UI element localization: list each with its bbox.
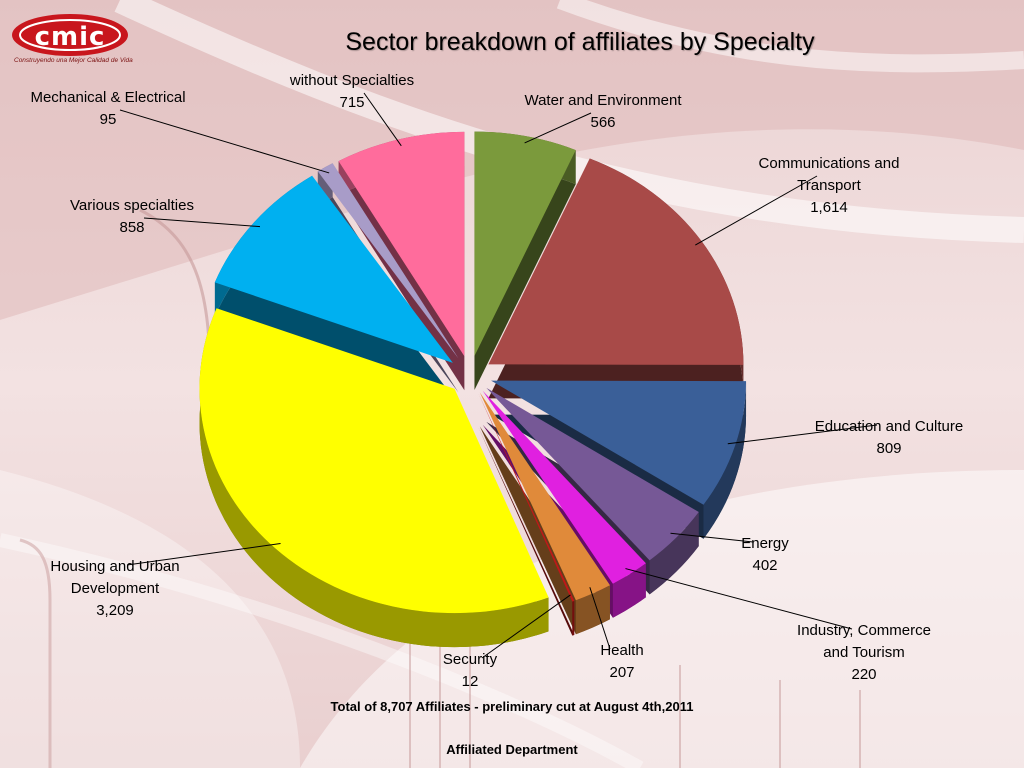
- leader-lines: [119, 92, 878, 659]
- slice-9: [317, 163, 459, 359]
- slice-label-9: Mechanical & Electrical: [30, 89, 185, 106]
- cmic-logo: cmic Construyendo una Mejor Calidad de V…: [10, 10, 133, 66]
- slice-label-4: and Tourism: [823, 644, 904, 661]
- slice-rim-6: [572, 600, 575, 636]
- leader-line-10: [363, 92, 402, 147]
- leader-line-9: [119, 109, 330, 174]
- slice-rim-4: [612, 563, 646, 618]
- slice-label-7: Housing and Urban: [50, 558, 179, 575]
- slice-rim-7: [199, 308, 549, 648]
- slice-label-4: Industry, Commerce: [797, 622, 931, 639]
- slice-labels: Water and Environment 566 Communications a…: [30, 72, 963, 690]
- leader-line-4: [625, 568, 853, 630]
- slice-0: [474, 131, 576, 357]
- slice-3: [486, 387, 699, 561]
- leader-line-1: [695, 175, 818, 246]
- slice-value-6: 12: [462, 673, 479, 690]
- leader-line-6: [481, 594, 571, 659]
- slice-value-9: 95: [100, 111, 117, 128]
- slice-label-1: Communications and: [759, 155, 900, 172]
- slice-label-7: Development: [71, 580, 160, 597]
- leader-line-0: [524, 112, 592, 144]
- slice-value-0: 566: [590, 114, 615, 131]
- slice-label-2: Education and Culture: [815, 418, 963, 435]
- slice-value-8: 858: [119, 219, 144, 236]
- leader-line-3: [670, 532, 754, 543]
- slice-value-3: 402: [752, 557, 777, 574]
- slice-label-5: Health: [600, 642, 643, 659]
- slice-label-6: Security: [443, 651, 498, 668]
- slice-label-3: Energy: [741, 535, 789, 552]
- slice-value-5: 207: [609, 664, 634, 681]
- slice-label-0: Water and Environment: [524, 92, 682, 109]
- leader-line-7: [126, 542, 281, 566]
- slice-4: [482, 390, 646, 584]
- slice-value-4: 220: [851, 666, 876, 683]
- slice-6: [478, 392, 575, 602]
- slice-7: [199, 308, 549, 614]
- slice-label-10: without Specialties: [289, 72, 414, 89]
- slice-value-2: 809: [876, 440, 901, 457]
- leader-line-2: [727, 424, 878, 445]
- slice-rim-3: [649, 512, 699, 595]
- slice-label-1: Transport: [797, 177, 861, 194]
- chart-title: Sector breakdown of affiliates by Specia…: [345, 28, 815, 56]
- total-note: Total of 8,707 Affiliates - preliminary …: [330, 699, 694, 714]
- leader-line-5: [589, 587, 611, 650]
- slice-label-8: Various specialties: [70, 197, 194, 214]
- slice-value-10: 715: [339, 94, 364, 111]
- slice-5: [479, 392, 610, 601]
- slice-rim-2: [703, 381, 747, 539]
- leader-line-8: [143, 217, 261, 228]
- slice-2: [491, 380, 747, 505]
- logo-tagline: Construyendo una Mejor Calidad de Vida: [14, 57, 133, 64]
- slice-side-6: [478, 426, 575, 636]
- slice-value-7: 3,209: [96, 602, 134, 619]
- logo-text: cmic: [34, 22, 106, 52]
- slice-10: [338, 131, 465, 357]
- slice-value-1: 1,614: [810, 199, 848, 216]
- slice-8: [214, 175, 453, 363]
- pie-top-layer: [199, 131, 747, 614]
- department-label: Affiliated Department: [446, 742, 578, 757]
- slice-1: [488, 158, 744, 365]
